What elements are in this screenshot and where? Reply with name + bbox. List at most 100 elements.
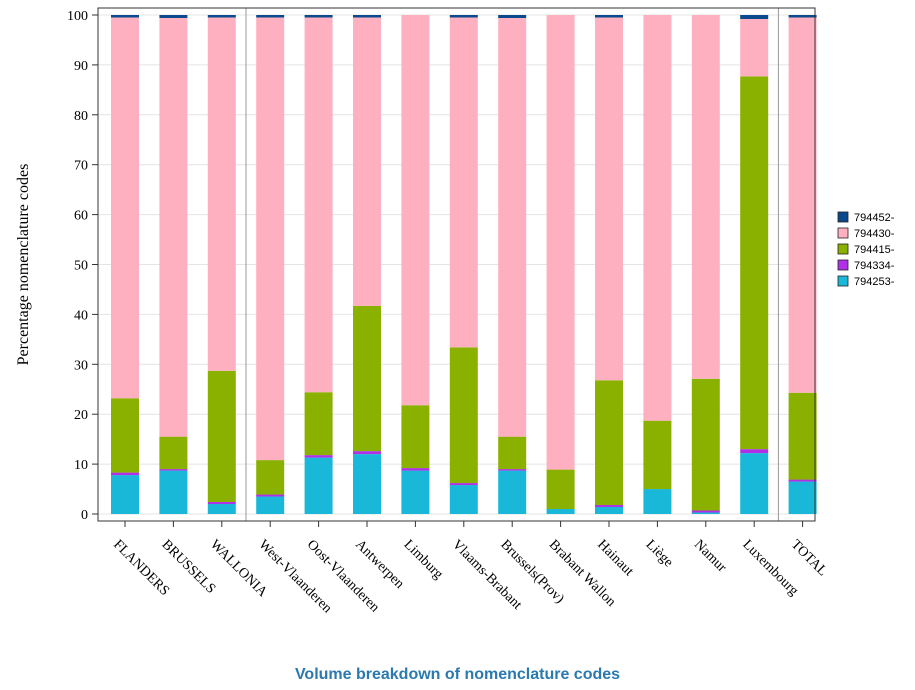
- bar-segment: [449, 17, 478, 348]
- bar-segment: [788, 392, 817, 480]
- bar-segment: [595, 15, 623, 18]
- bar-segment: [740, 76, 769, 450]
- bar-segment: [546, 469, 575, 510]
- bar-segment: [159, 436, 188, 470]
- bar-segment: [449, 347, 478, 484]
- bar-segment: [691, 510, 720, 513]
- chart-caption: Volume breakdown of nomenclature codes: [294, 666, 621, 683]
- bar-segment: [304, 392, 333, 456]
- y-tick-label: 70: [74, 159, 88, 174]
- bar-segment: [111, 17, 139, 399]
- bar-segment: [691, 378, 720, 511]
- bar-segment: [498, 15, 527, 18]
- bar-segment: [159, 469, 188, 471]
- bar-segment: [595, 17, 623, 381]
- legend-label: 794430-: [854, 228, 895, 240]
- bar-segment: [207, 17, 236, 371]
- bar-segment: [449, 485, 478, 514]
- x-category-label: Namur: [691, 537, 729, 575]
- y-tick-label: 90: [74, 59, 88, 74]
- bar-segment: [256, 494, 285, 497]
- y-tick-label: 0: [81, 508, 88, 523]
- bar-segment: [788, 15, 817, 18]
- bar-segment: [111, 472, 139, 476]
- y-tick-label: 10: [74, 458, 88, 473]
- y-tick-label: 50: [74, 259, 88, 274]
- bar-segment: [740, 453, 769, 514]
- bar-segment: [595, 507, 623, 514]
- bar-segment: [449, 483, 478, 486]
- x-category-label: TOTAL: [788, 537, 830, 579]
- bar-segment: [595, 505, 623, 508]
- y-tick-label: 100: [67, 9, 88, 24]
- bar-segment: [353, 17, 381, 306]
- bar-segment: [353, 15, 381, 18]
- y-axis-label: Percentage nomenclature codes: [15, 164, 32, 366]
- bar-segment: [498, 17, 527, 437]
- legend-label: 794334-: [854, 260, 895, 272]
- bar-segment: [788, 17, 817, 393]
- bar-segment: [159, 15, 188, 18]
- bar-segment: [159, 470, 188, 514]
- bar-segment: [401, 470, 430, 514]
- bar-segment: [256, 460, 285, 495]
- legend-label: 794415-: [854, 244, 895, 256]
- bar-segment: [207, 502, 236, 505]
- legend-swatch: [837, 211, 849, 223]
- x-category-label: Limburg: [401, 537, 446, 582]
- x-category-label: Hainaut: [594, 537, 636, 579]
- bar-segment: [256, 496, 285, 514]
- bar-segment: [498, 470, 527, 514]
- legend-swatch: [837, 259, 849, 271]
- bar-segment: [401, 405, 430, 469]
- bar-segment: [643, 15, 672, 421]
- bar-segment: [691, 15, 720, 379]
- bar-segment: [304, 17, 333, 393]
- bar-segment: [207, 370, 236, 503]
- bar-segment: [498, 469, 527, 471]
- bar-segment: [159, 17, 188, 437]
- bar-segment: [401, 468, 430, 471]
- legend-label: 794253-: [854, 276, 895, 288]
- bar-segment: [304, 15, 333, 18]
- bar-segment: [207, 504, 236, 514]
- x-category-label: Liège: [643, 537, 676, 570]
- bar-segment: [740, 15, 769, 19]
- bar-segment: [353, 305, 381, 452]
- bar-segment: [111, 15, 139, 18]
- y-tick-label: 40: [74, 308, 88, 323]
- y-tick-label: 20: [74, 408, 88, 423]
- bar-segment: [256, 17, 285, 461]
- legend: 794452- 794430- 794415- 794334- 794253-: [837, 211, 895, 288]
- y-tick-label: 30: [74, 358, 88, 373]
- bar-segment: [111, 475, 139, 514]
- bar-segment: [788, 479, 817, 482]
- bar-segment: [546, 15, 575, 470]
- bar-segment: [788, 481, 817, 514]
- bar-segment: [449, 15, 478, 18]
- bar-segment: [740, 449, 769, 454]
- y-tick-label: 80: [74, 109, 88, 124]
- legend-swatch: [837, 243, 849, 255]
- legend-swatch: [837, 275, 849, 287]
- bar-segment: [256, 15, 285, 18]
- legend-label: 794452-: [854, 212, 895, 224]
- bar-segment: [304, 455, 333, 458]
- bar-segment: [401, 15, 430, 406]
- bar-segment: [643, 420, 672, 490]
- bar-segment: [353, 451, 381, 455]
- bar-segment: [207, 15, 236, 18]
- y-tick-label: 60: [74, 209, 88, 224]
- legend-swatch: [837, 227, 849, 239]
- bar-segment: [691, 512, 720, 514]
- bars: [111, 15, 817, 514]
- bar-segment: [643, 489, 672, 514]
- bar-segment: [353, 454, 381, 514]
- bar-segment: [111, 398, 139, 473]
- bar-segment: [498, 436, 527, 470]
- bar-segment: [304, 457, 333, 514]
- bar-segment: [595, 380, 623, 506]
- bar-segment: [546, 509, 575, 514]
